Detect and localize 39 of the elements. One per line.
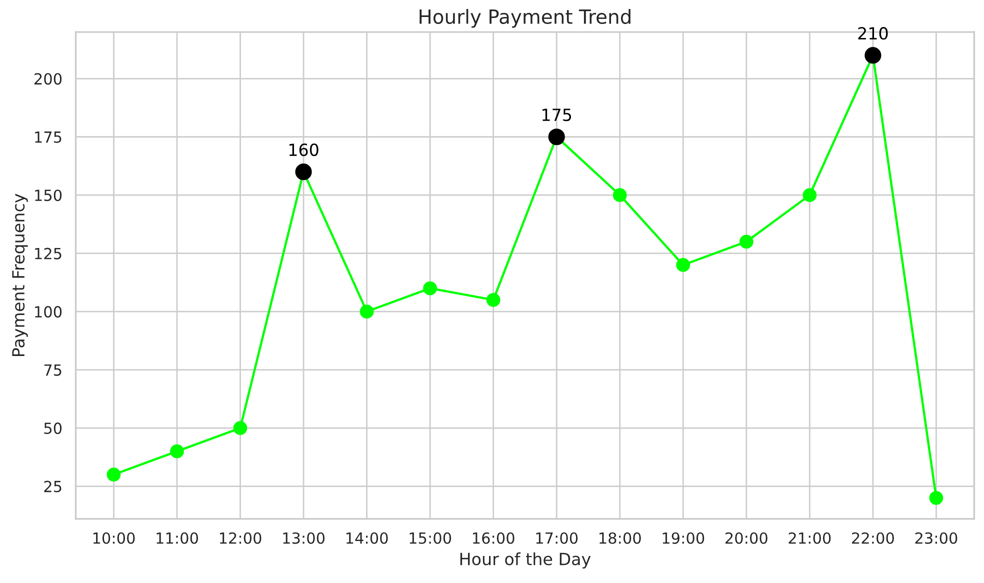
point (802, 188, 817, 202)
x-tick-label: 12:00 (220, 532, 262, 544)
point (929, 490, 944, 505)
x-axis-title: Hour of the Day (460, 552, 591, 569)
x-tick-label: 15:00 (410, 532, 452, 544)
x-tick-label: 20:00 (726, 532, 768, 544)
x-tick-label: 13:00 (283, 532, 325, 544)
point (423, 281, 438, 296)
x-tick-label: 17:00 (536, 532, 578, 544)
x-tick-label: 16:00 (472, 532, 514, 544)
data-label: 175 (542, 108, 572, 122)
y-tick-label: 175 (35, 132, 62, 143)
point (612, 188, 627, 202)
y-tick-label: 25 (44, 480, 62, 492)
x-tick-label: 23:00 (915, 532, 958, 544)
x-tick-label: 18:00 (600, 532, 641, 544)
y-tick-label: 50 (44, 422, 62, 434)
y-tick-label: 200 (34, 73, 62, 85)
point (676, 258, 690, 272)
y-tick-label: 75 (44, 364, 62, 376)
y-tick-label: 150 (35, 190, 62, 202)
x-tick-label: 11:00 (156, 532, 198, 544)
x-tick-label: 10:00 (93, 532, 135, 544)
x-tick-label: 19:00 (662, 532, 704, 544)
y-tick-label: 125 (35, 248, 62, 260)
x-tick-label: 14:00 (346, 532, 388, 544)
data-label: 210 (858, 27, 888, 40)
y-axis-title: Payment Frequency (12, 194, 28, 356)
x-tick-label: 21:00 (788, 532, 831, 544)
point (106, 468, 121, 482)
point (486, 292, 500, 307)
point (360, 304, 374, 319)
data-label: 160 (289, 143, 318, 156)
point (233, 421, 248, 435)
chart-title: Hourly Payment Trend (420, 8, 630, 28)
point (170, 444, 184, 458)
y-tick-label: 100 (35, 306, 62, 318)
point (739, 234, 754, 249)
x-tick-label: 22:00 (852, 532, 894, 544)
